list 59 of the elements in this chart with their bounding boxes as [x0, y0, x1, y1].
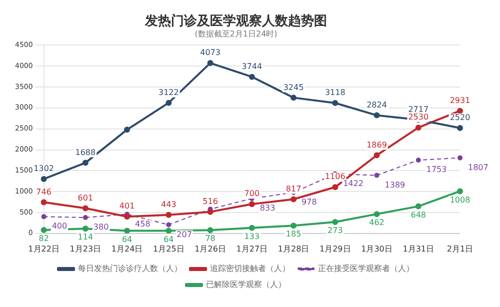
legend-label: 已解除医学观察（人）: [206, 280, 286, 290]
data-label: 400: [52, 222, 68, 231]
data-label: 82: [38, 234, 49, 244]
x-tick-label: 1月28日: [278, 244, 310, 254]
data-label: 1106: [324, 172, 346, 182]
data-label: 833: [260, 204, 276, 213]
legend-label: 追踪密切接触者（人）: [210, 264, 290, 274]
data-label: 1008: [450, 195, 470, 204]
data-label: 78: [205, 234, 216, 244]
data-label: 443: [161, 200, 176, 209]
data-label: 1389: [384, 180, 406, 190]
data-label: 1753: [426, 165, 447, 174]
data-label: 401: [119, 202, 135, 211]
x-tick-label: 1月25日: [153, 244, 184, 254]
data-label: 458: [135, 219, 150, 228]
x-tick-label: 1月29日: [320, 244, 351, 254]
data-label: 601: [78, 193, 94, 202]
x-tick-label: 1月27日: [236, 244, 268, 254]
data-label: 1422: [343, 179, 364, 188]
data-label: 516: [202, 196, 218, 206]
data-label: 817: [286, 184, 302, 194]
data-label: 2530: [408, 112, 429, 122]
data-label: 4073: [200, 48, 220, 58]
data-label: 3122: [158, 88, 179, 97]
data-label: 2931: [450, 96, 470, 105]
data-label: 3118: [324, 88, 346, 98]
data-label: 2717: [408, 104, 429, 114]
data-label: 1302: [34, 164, 54, 174]
data-label: 64: [122, 234, 132, 244]
data-label: 114: [78, 232, 94, 242]
data-label: 1869: [366, 140, 387, 150]
data-label: 700: [244, 189, 260, 198]
data-label: 2824: [366, 100, 387, 110]
data-label: 380: [93, 222, 109, 232]
chart-title: 发热门诊及医学观察人数趋势图: [144, 13, 327, 30]
x-tick-label: 1月30日: [361, 244, 392, 254]
x-tick-label: 1月24日: [111, 244, 143, 254]
data-label: 746: [36, 187, 52, 196]
data-label: 185: [286, 230, 302, 239]
data-label: 1688: [75, 148, 96, 157]
chart-subtitle: (数据截至2月1日24时): [194, 29, 278, 38]
x-tick-label: 2月1日: [446, 244, 474, 254]
x-tick-label: 1月23日: [70, 244, 102, 254]
x-tick-label: 1月26日: [194, 244, 226, 254]
data-label: 207: [176, 230, 192, 239]
legend-label: 每日发热门诊诊疗人数（人）: [78, 264, 182, 274]
data-label: 133: [244, 232, 260, 241]
data-label: 2520: [450, 113, 470, 122]
data-label: 462: [369, 218, 384, 228]
data-label: 3744: [242, 62, 262, 71]
data-label: 1807: [468, 162, 488, 172]
data-label: 3245: [283, 82, 304, 92]
legend-label: 正在接受医学观察者（人）: [318, 264, 414, 274]
data-label: 64: [164, 234, 174, 244]
data-label: 978: [302, 198, 317, 207]
data-label: 648: [410, 210, 426, 220]
x-tick-label: 1月31日: [402, 244, 434, 254]
x-tick-label: 1月22日: [28, 244, 60, 254]
data-label: 273: [328, 226, 343, 236]
